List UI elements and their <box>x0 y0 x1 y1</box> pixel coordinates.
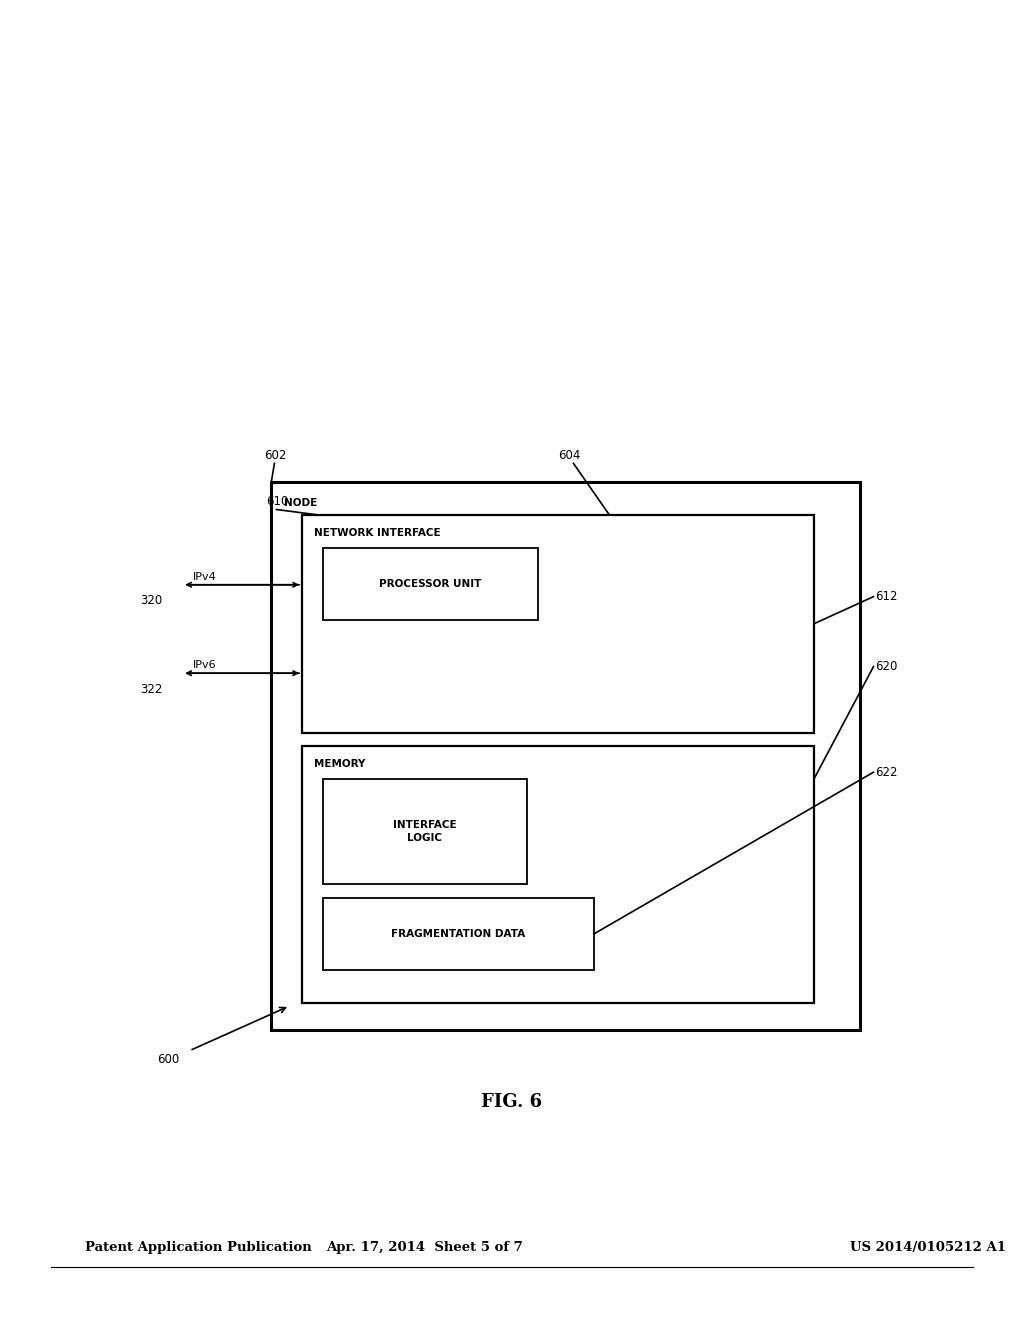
Text: INTERFACE
LOGIC: INTERFACE LOGIC <box>393 820 457 843</box>
Text: IPv4: IPv4 <box>193 572 216 582</box>
Text: 612: 612 <box>876 590 898 603</box>
Bar <box>271 482 860 1030</box>
Text: FIG. 6: FIG. 6 <box>481 1093 543 1111</box>
Text: 620: 620 <box>876 660 898 673</box>
Bar <box>323 779 527 884</box>
Bar <box>302 746 814 1003</box>
Bar <box>323 548 538 620</box>
Text: 602: 602 <box>264 449 287 462</box>
Text: NETWORK INTERFACE: NETWORK INTERFACE <box>314 528 441 539</box>
Text: IPv6: IPv6 <box>193 660 216 671</box>
Text: FRAGMENTATION DATA: FRAGMENTATION DATA <box>391 929 525 939</box>
Bar <box>323 898 594 970</box>
Text: US 2014/0105212 A1: US 2014/0105212 A1 <box>850 1241 1006 1254</box>
Text: Apr. 17, 2014  Sheet 5 of 7: Apr. 17, 2014 Sheet 5 of 7 <box>327 1241 523 1254</box>
Text: 622: 622 <box>876 766 898 779</box>
Text: 320: 320 <box>140 594 163 607</box>
Text: 610: 610 <box>266 495 289 508</box>
Bar <box>302 515 814 733</box>
Text: Patent Application Publication: Patent Application Publication <box>85 1241 311 1254</box>
Text: 600: 600 <box>157 1053 179 1067</box>
Text: 322: 322 <box>140 682 163 696</box>
Text: 604: 604 <box>558 449 581 462</box>
Text: PROCESSOR UNIT: PROCESSOR UNIT <box>379 579 481 589</box>
Text: MEMORY: MEMORY <box>314 759 366 770</box>
Text: NODE: NODE <box>284 498 316 508</box>
